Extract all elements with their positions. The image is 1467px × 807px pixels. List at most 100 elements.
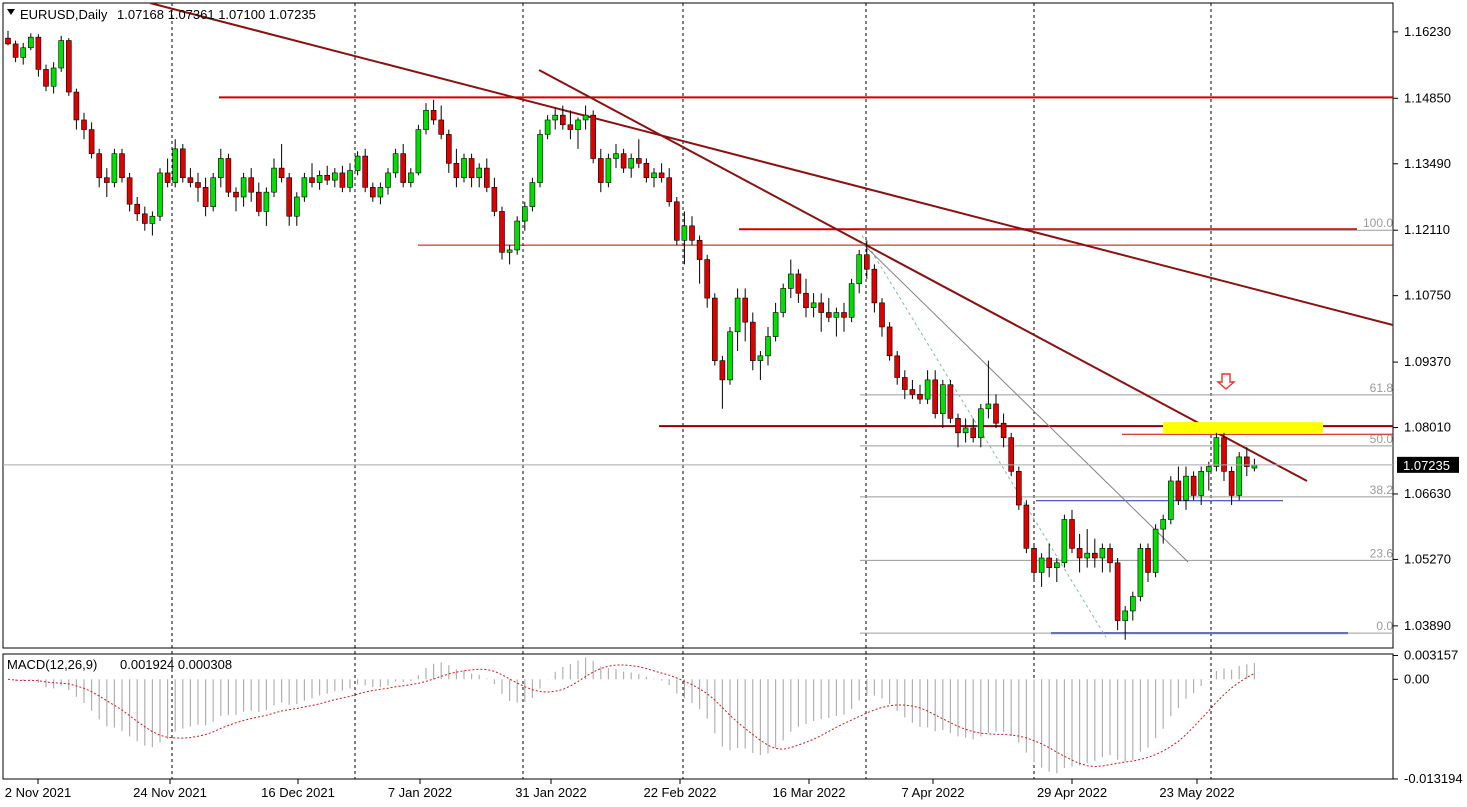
- bullish-candle: [848, 283, 855, 318]
- bearish-candle: [164, 172, 171, 183]
- bearish-candle: [1015, 471, 1022, 506]
- fib-level-label: 0.0: [1376, 619, 1393, 633]
- bullish-candle: [210, 177, 216, 207]
- bullish-candle: [1084, 552, 1090, 559]
- bearish-candle: [1092, 552, 1098, 559]
- fibonacci-retracement: 100.0 61.8 50.0 38.2 23.6 0.0: [860, 216, 1394, 638]
- symbol-dropdown-icon[interactable]: [7, 9, 15, 15]
- bullish-candle: [780, 288, 787, 313]
- bearish-candle: [483, 167, 490, 188]
- bearish-candle: [445, 134, 452, 164]
- bearish-candle: [430, 110, 437, 121]
- bearish-candle: [818, 302, 825, 313]
- bullish-candle: [20, 47, 27, 58]
- bullish-candle: [651, 172, 657, 179]
- bearish-candle: [917, 394, 923, 400]
- bullish-candle: [301, 177, 308, 198]
- bearish-candle: [453, 162, 460, 179]
- bearish-candle: [901, 377, 908, 390]
- price-tick-label: 1.06630: [1404, 486, 1451, 501]
- bearish-candle: [438, 119, 445, 135]
- macd-plot-frame: [2, 653, 1394, 780]
- bullish-candle: [521, 206, 528, 222]
- bearish-candle: [1046, 557, 1052, 568]
- bearish-candle: [597, 158, 604, 183]
- bearish-candle: [43, 69, 49, 87]
- bullish-candle: [613, 153, 619, 159]
- symbol-label: EURUSD,Daily: [20, 7, 108, 22]
- bullish-candle: [924, 379, 931, 400]
- bearish-candle: [35, 36, 42, 70]
- bearish-candle: [1228, 471, 1235, 496]
- time-tick-label: 7 Apr 2022: [902, 785, 965, 800]
- trendlines: [149, 3, 1393, 563]
- bearish-candle: [559, 114, 566, 126]
- bullish-candle: [628, 158, 635, 169]
- time-tick-label: 24 Nov 2021: [133, 785, 207, 800]
- bearish-candle: [955, 418, 961, 434]
- bullish-candle: [293, 196, 300, 217]
- price-axis: 1.16230 1.14850 1.13490 1.12110 1.10750 1.093…: [1393, 24, 1451, 633]
- bullish-candle: [939, 384, 946, 414]
- bullish-candle: [787, 273, 794, 289]
- bullish-candle: [514, 220, 521, 251]
- bullish-candle: [347, 170, 353, 188]
- bearish-candle: [1076, 548, 1083, 559]
- bearish-candle: [1190, 475, 1197, 496]
- bearish-candle: [1221, 437, 1227, 472]
- bullish-candle: [385, 172, 391, 188]
- macd-signal-line: [7, 664, 1255, 768]
- bullish-candle: [149, 215, 156, 224]
- fib-level-label: 50.0: [1370, 432, 1394, 446]
- bearish-candle: [643, 162, 650, 179]
- bullish-candle: [172, 148, 178, 183]
- bearish-candle: [369, 187, 376, 198]
- down-arrow-icon: [1216, 373, 1236, 390]
- bearish-candle: [73, 91, 80, 121]
- bullish-candle: [218, 158, 224, 179]
- bearish-candle: [324, 175, 331, 181]
- bullish-candle: [1168, 480, 1174, 520]
- bearish-candle: [879, 302, 885, 328]
- price-tick-label: 1.13490: [1404, 156, 1451, 171]
- bullish-candle: [111, 153, 118, 183]
- bullish-candle: [1160, 519, 1166, 530]
- bearish-candle: [696, 240, 703, 260]
- bullish-candle: [681, 225, 688, 241]
- ohlc-label: 1.07168 1.07361 1.07100 1.07235: [117, 7, 316, 22]
- bearish-candle: [96, 153, 102, 179]
- bullish-candle: [331, 172, 338, 181]
- bullish-candle: [605, 158, 612, 183]
- bearish-candle: [635, 158, 642, 164]
- price-tick-label: 1.05270: [1404, 551, 1451, 566]
- bearish-candle: [719, 360, 726, 381]
- bearish-candle: [491, 187, 498, 212]
- bearish-candle: [947, 384, 954, 419]
- time-tick-label: 23 May 2022: [1159, 785, 1234, 800]
- bullish-candle: [1061, 519, 1068, 564]
- bearish-candle: [187, 177, 194, 183]
- bearish-candle: [970, 427, 977, 438]
- candlesticks: [5, 30, 1258, 640]
- bearish-candle: [400, 153, 407, 183]
- last-price-marker: 1.07235: [1397, 456, 1459, 473]
- bullish-candle: [461, 158, 467, 179]
- bearish-candle: [339, 172, 346, 188]
- bearish-candle: [742, 297, 749, 323]
- macd-tick-label: -0.013194: [1404, 771, 1463, 786]
- bearish-candle: [126, 177, 133, 205]
- bullish-candle: [529, 182, 536, 207]
- bullish-candle: [575, 119, 581, 130]
- bearish-candle: [711, 297, 718, 361]
- bearish-candle: [841, 312, 847, 318]
- bearish-candle: [104, 177, 110, 183]
- bearish-candle: [180, 148, 186, 179]
- trendline: [538, 69, 1308, 482]
- price-tick-label: 1.16230: [1404, 24, 1451, 39]
- bullish-candle: [977, 408, 984, 438]
- bearish-candle: [362, 155, 369, 188]
- bearish-candle: [81, 119, 87, 130]
- bullish-candle: [1038, 557, 1045, 573]
- bullish-candle: [1198, 471, 1204, 496]
